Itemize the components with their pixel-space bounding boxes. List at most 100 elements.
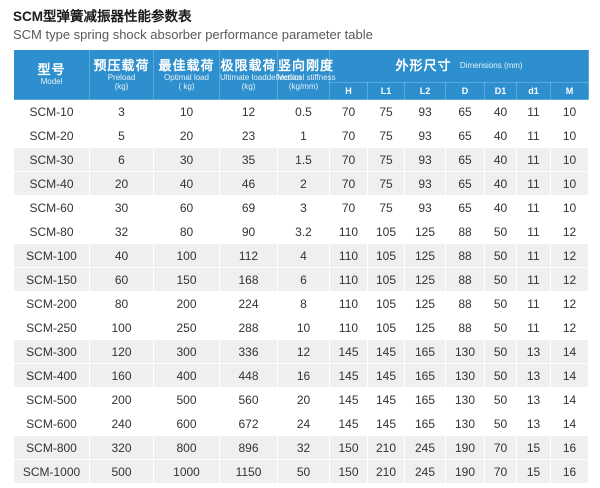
column-header-dimensions: 外形尺寸 Dimensions (mm) <box>328 49 590 83</box>
dim-h-cell: 145 <box>329 339 368 364</box>
dim-l2-cell: 93 <box>404 123 446 148</box>
dim-d1-small-cell: 13 <box>516 411 551 436</box>
ultimate-load-cell: 288 <box>219 315 278 340</box>
optimal-load-cell: 1000 <box>153 459 220 484</box>
dim-d1-small-cell: 13 <box>516 387 551 412</box>
dim-l2-cell: 165 <box>404 387 446 412</box>
preload-label-zh: 预压载荷 <box>93 57 150 73</box>
dim-l1-cell: 145 <box>367 339 405 364</box>
ultimate-load-cell: 168 <box>219 267 278 292</box>
dim-d-cell: 65 <box>445 123 485 148</box>
dim-d-cell: 65 <box>445 171 485 196</box>
dim-d1-small-cell: 13 <box>516 339 551 364</box>
vertical-stiffness-cell: 24 <box>277 411 330 436</box>
dim-l1-cell: 75 <box>367 171 405 196</box>
optimal-load-cell: 150 <box>153 267 220 292</box>
optimal-load-cell: 80 <box>153 219 220 244</box>
preload-cell: 120 <box>89 339 154 364</box>
dim-d1-cell: 50 <box>484 387 517 412</box>
dim-h-cell: 70 <box>329 171 368 196</box>
dim-d-cell: 88 <box>445 219 485 244</box>
dim-m-cell: 16 <box>549 459 590 484</box>
dim-l1-cell: 75 <box>367 123 405 148</box>
dim-l1-cell: 145 <box>367 411 405 436</box>
optimal-load-cell: 800 <box>153 435 220 460</box>
dim-d1-cell: 70 <box>484 459 517 484</box>
optimal-load-cell: 500 <box>153 387 220 412</box>
column-header-optimal-load: 最佳载荷 Optimal load ( kg) <box>153 49 220 100</box>
dim-l2-cell: 165 <box>404 411 446 436</box>
dim-d1-cell: 40 <box>484 147 517 172</box>
dim-d-cell: 65 <box>445 195 485 220</box>
ultimate-load-label-zh: 极限载荷 <box>220 57 277 73</box>
dim-m-cell: 12 <box>549 291 590 316</box>
model-cell: SCM-200 <box>13 291 90 316</box>
preload-cell: 500 <box>89 459 154 484</box>
preload-cell: 32 <box>89 219 154 244</box>
dim-d1-small-cell: 11 <box>516 243 551 268</box>
model-cell: SCM-10 <box>13 99 90 124</box>
dim-d1-cell: 50 <box>484 411 517 436</box>
optimal-load-unit: ( kg) <box>178 81 195 91</box>
model-cell: SCM-1000 <box>13 459 90 484</box>
table-row: SCM-200 80 200 224 8 110 105 125 88 50 1… <box>13 291 590 316</box>
dim-l1-cell: 105 <box>367 219 405 244</box>
dim-m-cell: 12 <box>549 219 590 244</box>
vertical-stiffness-cell: 6 <box>277 267 330 292</box>
dim-d1-cell: 40 <box>484 195 517 220</box>
column-header-preload: 预压载荷 Preload (kg) <box>89 49 154 100</box>
dim-h-cell: 150 <box>329 435 368 460</box>
column-header-ultimate-load: 极限载荷 Ultimate loaddeflection (kg) <box>219 49 301 100</box>
ultimate-load-cell: 90 <box>219 219 278 244</box>
dim-d1-small-cell: 11 <box>516 123 551 148</box>
dim-d1-cell: 50 <box>484 243 517 268</box>
dim-d1-small-cell: 15 <box>516 459 551 484</box>
optimal-load-cell: 400 <box>153 363 220 388</box>
model-cell: SCM-250 <box>13 315 90 340</box>
parameter-table: 型号 Model 预压载荷 Preload (kg) 最佳载荷 Optimal … <box>13 49 590 484</box>
dim-m-cell: 10 <box>549 171 590 196</box>
dim-h-cell: 70 <box>329 99 368 124</box>
dim-h-cell: 110 <box>329 267 368 292</box>
preload-cell: 6 <box>89 147 154 172</box>
dim-column-header-d1-small: d1 <box>516 82 551 100</box>
dim-h-cell: 110 <box>329 219 368 244</box>
table-row: SCM-250 100 250 288 10 110 105 125 88 50… <box>13 315 590 340</box>
ultimate-load-label-en: Ultimate loaddeflection <box>220 72 301 82</box>
model-label-zh: 型号 <box>37 62 66 77</box>
table-body: SCM-10 3 10 12 0.5 70 75 93 65 40 11 10 … <box>13 99 590 484</box>
ultimate-load-cell: 336 <box>219 339 278 364</box>
dim-d1-cell: 50 <box>484 267 517 292</box>
dim-h-cell: 70 <box>329 147 368 172</box>
model-cell: SCM-500 <box>13 387 90 412</box>
ultimate-load-cell: 69 <box>219 195 278 220</box>
ultimate-load-cell: 560 <box>219 387 278 412</box>
dim-m-cell: 16 <box>549 435 590 460</box>
dim-d-cell: 130 <box>445 411 485 436</box>
model-cell: SCM-600 <box>13 411 90 436</box>
table-row: SCM-20 5 20 23 1 70 75 93 65 40 11 10 <box>13 123 590 148</box>
dim-l1-cell: 105 <box>367 291 405 316</box>
dim-h-cell: 110 <box>329 291 368 316</box>
optimal-load-cell: 600 <box>153 411 220 436</box>
table-row: SCM-150 60 150 168 6 110 105 125 88 50 1… <box>13 267 590 292</box>
dim-d-cell: 88 <box>445 315 485 340</box>
dim-d1-cell: 50 <box>484 315 517 340</box>
dim-h-cell: 110 <box>329 315 368 340</box>
dim-d1-cell: 50 <box>484 363 517 388</box>
preload-cell: 100 <box>89 315 154 340</box>
table-row: SCM-30 6 30 35 1.5 70 75 93 65 40 11 10 <box>13 147 590 172</box>
dim-l2-cell: 125 <box>404 243 446 268</box>
vertical-stiffness-cell: 1 <box>277 123 330 148</box>
model-cell: SCM-80 <box>13 219 90 244</box>
dim-d1-small-cell: 11 <box>516 291 551 316</box>
dim-m-cell: 14 <box>549 363 590 388</box>
model-cell: SCM-300 <box>13 339 90 364</box>
dim-h-cell: 145 <box>329 387 368 412</box>
model-cell: SCM-40 <box>13 171 90 196</box>
table-row: SCM-800 320 800 896 32 150 210 245 190 7… <box>13 435 590 460</box>
dim-d1-cell: 40 <box>484 171 517 196</box>
dim-l1-cell: 75 <box>367 147 405 172</box>
dim-column-header-l2: L2 <box>404 82 446 100</box>
